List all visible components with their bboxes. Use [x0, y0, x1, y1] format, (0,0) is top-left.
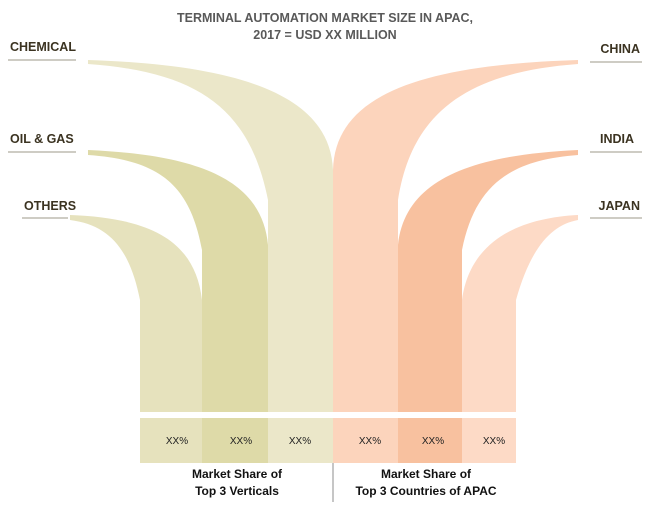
countries-caption-line1: Market Share of — [381, 467, 472, 481]
ribbon-others — [70, 215, 202, 463]
countries-caption-line2: Top 3 Countries of APAC — [355, 484, 496, 498]
label-china: CHINA — [600, 42, 640, 56]
label-india: INDIA — [600, 132, 634, 146]
ribbon-japan — [462, 215, 578, 463]
ribbon-oil-gas — [88, 150, 268, 463]
ribbon-chemical — [88, 60, 333, 463]
label-others: OTHERS — [24, 199, 76, 213]
countries-ribbons — [333, 60, 578, 463]
value-chemical: XX% — [166, 436, 188, 447]
ribbon-china — [333, 60, 578, 463]
label-oil-gas: OIL & GAS — [10, 132, 74, 146]
verticals-values: XX% XX% XX% — [166, 436, 311, 447]
label-japan: JAPAN — [599, 199, 640, 213]
vertical-labels: CHEMICAL OIL & GAS OTHERS — [8, 40, 76, 219]
label-chemical: CHEMICAL — [10, 40, 76, 54]
country-labels: CHINA INDIA JAPAN — [590, 42, 642, 219]
countries-values: XX% XX% XX% — [359, 436, 505, 447]
value-china: XX% — [359, 436, 381, 447]
chart-subtitle: 2017 = USD XX MILLION — [253, 28, 396, 42]
chart-title: TERMINAL AUTOMATION MARKET SIZE IN APAC, — [177, 11, 473, 25]
box-separator — [138, 412, 518, 418]
verticals-caption-line2: Top 3 Verticals — [195, 484, 279, 498]
verticals-ribbons — [70, 60, 333, 463]
value-japan: XX% — [483, 436, 505, 447]
value-oil-gas: XX% — [230, 436, 252, 447]
value-others: XX% — [289, 436, 311, 447]
verticals-caption-line1: Market Share of — [192, 467, 283, 481]
ribbon-india — [398, 150, 578, 463]
value-india: XX% — [422, 436, 444, 447]
